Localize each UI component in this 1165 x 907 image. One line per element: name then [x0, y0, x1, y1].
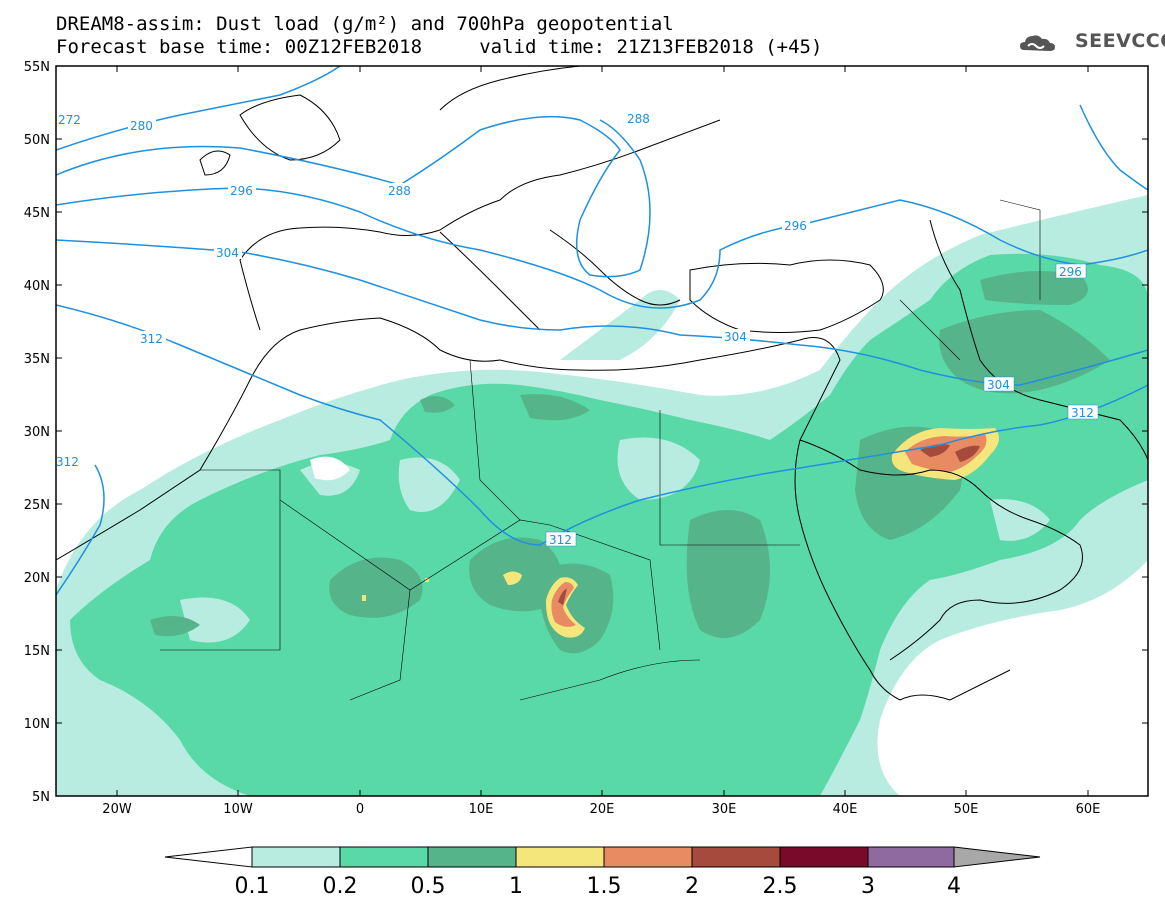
- map-title: DREAM8-assim: Dust load (g/m²) and 700hP…: [56, 13, 674, 35]
- colorbar-swatch-6: [779, 846, 869, 868]
- lon-label-0: 0: [356, 802, 364, 817]
- contour-label-280: 280: [130, 119, 153, 133]
- colorbar-swatch-1: [339, 846, 429, 868]
- cloud-logo-icon: [1020, 35, 1055, 51]
- lat-label-5n: 5N: [32, 790, 50, 805]
- lon-label-40e: 40E: [833, 802, 858, 817]
- map-subtitle: Forecast base time: 00Z12FEB2018 valid t…: [56, 36, 823, 58]
- lon-label-10e: 10E: [469, 802, 494, 817]
- colorbar-label-0: 0.1: [235, 874, 270, 899]
- colorbar-swatch-4: [603, 846, 693, 868]
- colorbar-swatch-3: [515, 846, 605, 868]
- lat-label-55n: 55N: [24, 60, 50, 75]
- colorbar-label-1: 0.2: [323, 874, 358, 899]
- contour-label-304-east: 304: [987, 378, 1010, 392]
- lat-label-10n: 10N: [24, 717, 50, 732]
- latitude-axis: [56, 65, 1148, 797]
- contour-label-288-east: 288: [627, 112, 650, 126]
- colorbar-label-2: 0.5: [411, 874, 446, 899]
- geopotential-contours: [56, 66, 1148, 596]
- colorbar-label-6: 2.5: [763, 874, 798, 899]
- colorbar-swatch-2: [427, 846, 517, 868]
- lat-label-25n: 25N: [24, 498, 50, 513]
- lon-label-20w: 20W: [102, 802, 132, 817]
- contour-label-312-east: 312: [1071, 406, 1094, 420]
- colorbar-low-arrow: [164, 846, 253, 868]
- colorbar-high-arrow: [953, 846, 1041, 868]
- lon-label-10w: 10W: [223, 802, 253, 817]
- lon-label-20e: 20E: [590, 802, 615, 817]
- colorbar-label-3: 1: [509, 874, 523, 899]
- contour-label-312-central: 312: [549, 533, 572, 547]
- contour-label-296-central: 296: [784, 219, 807, 233]
- colorbar-swatch-5: [691, 846, 781, 868]
- colorbar-label-8: 4: [947, 874, 961, 899]
- lon-label-60e: 60E: [1076, 802, 1101, 817]
- colorbar-label-4: 1.5: [587, 874, 622, 899]
- lon-label-50e: 50E: [954, 802, 979, 817]
- lat-label-50n: 50N: [24, 133, 50, 148]
- lat-label-45n: 45N: [24, 206, 50, 221]
- lat-label-35n: 35N: [24, 352, 50, 367]
- logo-text: SEEVCCC: [1075, 30, 1165, 52]
- contour-labels: 272 280 288 288 296 296 296 304 304 304 …: [56, 111, 1099, 547]
- contour-label-312-north: 312: [140, 332, 163, 346]
- contour-label-296-east: 296: [1059, 265, 1082, 279]
- lat-label-40n: 40N: [24, 279, 50, 294]
- colorbar-swatch-0: [251, 846, 341, 868]
- contour-label-312-west: 312: [56, 455, 79, 469]
- contour-label-304-central: 304: [724, 330, 747, 344]
- colorbar-swatch-7: [867, 846, 955, 868]
- colorbar-label-5: 2: [685, 874, 699, 899]
- contour-label-272: 272: [58, 113, 81, 127]
- contour-label-304-west: 304: [216, 246, 239, 260]
- lat-label-20n: 20N: [24, 571, 50, 586]
- lon-label-30e: 30E: [712, 802, 737, 817]
- lat-label-15n: 15N: [24, 644, 50, 659]
- longitude-axis: [116, 66, 1089, 796]
- contour-label-288-west: 288: [388, 184, 411, 198]
- contour-label-296-west: 296: [230, 184, 253, 198]
- colorbar-label-7: 3: [861, 874, 875, 899]
- lat-label-30n: 30N: [24, 425, 50, 440]
- colorbar: 0.1 0.2 0.5 1 1.5 2 2.5 3 4: [164, 846, 1041, 899]
